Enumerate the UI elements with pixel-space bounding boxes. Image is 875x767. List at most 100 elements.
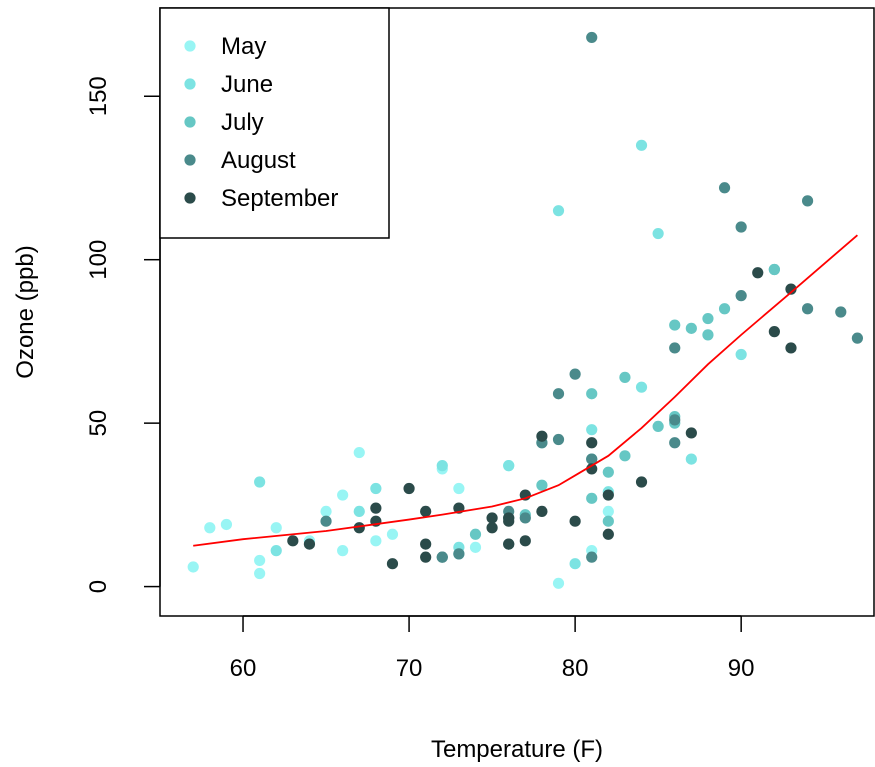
data-point-may: [320, 505, 332, 517]
data-point-august: [586, 551, 598, 563]
data-point-july: [586, 388, 598, 400]
data-point-june: [552, 205, 565, 217]
data-point-september: [785, 342, 797, 354]
legend-marker-september: [184, 192, 196, 204]
data-point-september: [685, 427, 697, 439]
data-point-may: [187, 561, 199, 573]
data-point-june: [503, 460, 515, 472]
y-tick-label: 50: [85, 410, 112, 437]
data-point-may: [337, 545, 349, 557]
y-tick-label: 150: [85, 76, 112, 116]
data-point-june: [353, 505, 365, 517]
data-point-july: [702, 329, 714, 341]
x-tick-label: 60: [230, 655, 257, 682]
data-point-september: [536, 430, 548, 442]
data-point-july: [602, 515, 614, 527]
y-tick-label: 100: [85, 240, 112, 280]
legend-box: [159, 7, 390, 239]
data-point-september: [785, 283, 797, 295]
data-point-may: [220, 518, 233, 531]
data-point-june: [569, 558, 581, 570]
x-tick-label: 80: [562, 655, 589, 682]
data-point-july: [619, 450, 631, 462]
data-point-july: [718, 303, 731, 315]
data-point-june: [685, 453, 697, 465]
data-point-september: [635, 476, 648, 488]
data-point-august: [735, 221, 747, 233]
data-point-july: [536, 479, 548, 491]
data-point-september: [586, 437, 598, 449]
legend-marker-june: [184, 78, 196, 90]
data-point-august: [436, 551, 448, 563]
data-point-august: [669, 342, 681, 354]
x-tick-label: 90: [728, 655, 755, 682]
x-axis: 60 70 80 90: [230, 615, 755, 682]
data-point-july: [469, 528, 482, 540]
data-point-may: [353, 446, 365, 459]
data-point-august: [669, 437, 681, 449]
legend-marker-august: [184, 154, 196, 166]
data-point-july: [685, 322, 697, 334]
data-point-september: [303, 538, 316, 550]
data-point-september: [420, 538, 432, 550]
data-point-august: [801, 303, 814, 315]
y-axis: 0 50 100 150: [85, 76, 161, 593]
data-point-august: [835, 306, 847, 318]
data-point-september: [602, 489, 614, 501]
data-point-may: [453, 482, 465, 495]
data-point-august: [586, 31, 598, 44]
data-point-july: [619, 371, 631, 383]
data-point-august: [552, 433, 565, 446]
data-point-september: [536, 505, 548, 517]
x-tick-label: 70: [396, 655, 423, 682]
data-point-may: [386, 528, 399, 540]
scatter-points: [187, 31, 864, 589]
data-point-september: [486, 512, 498, 524]
data-point-august: [735, 290, 747, 302]
data-point-september: [287, 535, 299, 547]
data-point-august: [801, 195, 814, 207]
data-point-june: [254, 476, 266, 488]
data-point-may: [370, 535, 382, 547]
legend-label-july: July: [221, 109, 264, 136]
data-point-august: [718, 182, 731, 194]
data-point-may: [204, 522, 216, 534]
data-point-may: [337, 489, 349, 501]
data-point-august: [552, 388, 565, 400]
data-point-august: [569, 368, 581, 380]
y-tick-label: 0: [85, 580, 112, 593]
data-point-september: [752, 267, 764, 279]
data-point-august: [519, 512, 531, 524]
y-axis-title: Ozone (ppb): [12, 245, 39, 378]
data-point-september: [569, 515, 581, 527]
data-point-september: [403, 482, 415, 495]
legend-label-may: May: [221, 33, 266, 60]
legend-marker-may: [184, 40, 196, 52]
data-point-may: [602, 505, 614, 517]
data-point-may: [254, 567, 266, 580]
data-point-june: [635, 381, 648, 393]
legend-label-august: August: [221, 147, 296, 174]
data-point-june: [586, 424, 598, 436]
data-point-september: [353, 522, 365, 534]
legend: May June July August September: [159, 7, 390, 239]
data-point-june: [635, 139, 648, 151]
data-point-july: [586, 492, 598, 504]
data-point-september: [586, 463, 598, 475]
legend-label-september: September: [221, 185, 338, 212]
data-point-may: [254, 554, 266, 567]
data-point-september: [420, 551, 432, 563]
data-point-september: [503, 515, 515, 527]
data-point-september: [386, 558, 399, 570]
data-point-september: [519, 535, 531, 547]
data-point-july: [669, 319, 681, 331]
data-point-august: [453, 548, 465, 560]
legend-entries: May June July August September: [184, 33, 338, 212]
legend-marker-july: [184, 116, 196, 128]
data-point-may: [270, 522, 282, 534]
data-point-july: [602, 466, 614, 478]
data-point-june: [735, 348, 747, 361]
data-point-august: [851, 332, 864, 344]
